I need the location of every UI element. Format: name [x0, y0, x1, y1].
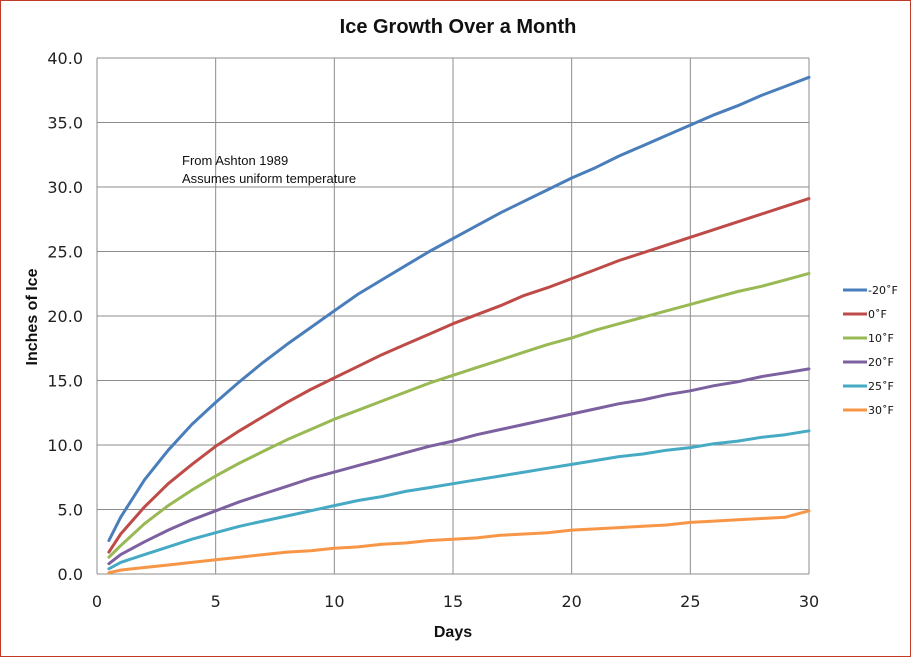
series-layer	[107, 75, 811, 575]
y-tick-label: 35.0	[47, 114, 83, 133]
y-tick-label: 10.0	[47, 436, 83, 455]
chart-title: Ice Growth Over a Month	[340, 16, 577, 38]
x-tick-label: 30	[799, 592, 819, 611]
grid-layer	[96, 57, 810, 575]
y-tick-label: 30.0	[47, 178, 83, 197]
y-tick-label: 25.0	[47, 243, 83, 262]
annotation-source: From Ashton 1989	[182, 153, 288, 168]
series-line-0	[107, 75, 811, 542]
series-line-2	[107, 271, 811, 559]
y-tick-label: 20.0	[47, 307, 83, 326]
legend: -20˚F 0˚F 10˚F 20˚F 25˚F 30˚F	[843, 284, 898, 417]
x-tick-label: 15	[443, 592, 463, 611]
legend-label: 10˚F	[868, 332, 894, 345]
x-tick-label: 20	[561, 592, 581, 611]
y-tick-label: 15.0	[47, 372, 83, 391]
legend-label: 20˚F	[868, 356, 894, 369]
series-line-4	[107, 429, 811, 571]
series-line-5	[107, 509, 811, 575]
y-tick-label: 5.0	[58, 501, 83, 520]
legend-label: 25˚F	[868, 380, 894, 393]
y-axis-title: Inches of Ice	[24, 268, 41, 365]
series-line-1	[107, 197, 811, 554]
y-tick-label: 40.0	[47, 49, 83, 68]
x-tick-label: 5	[211, 592, 221, 611]
y-tick-label: 0.0	[58, 565, 83, 584]
x-axis-title: Days	[434, 624, 472, 641]
legend-label: 30˚F	[868, 404, 894, 417]
series-line-3	[107, 367, 811, 566]
legend-label: 0˚F	[868, 308, 887, 321]
annotation-assumption: Assumes uniform temperature	[182, 171, 356, 186]
tick-layer: 0.0 5.0 10.0 15.0 20.0 25.0 30.0 35.0 40.0 0 5 10 15…	[47, 49, 819, 611]
x-tick-label: 0	[92, 592, 102, 611]
legend-label: -20˚F	[868, 284, 898, 297]
x-tick-label: 25	[680, 592, 700, 611]
x-tick-label: 10	[324, 592, 344, 611]
